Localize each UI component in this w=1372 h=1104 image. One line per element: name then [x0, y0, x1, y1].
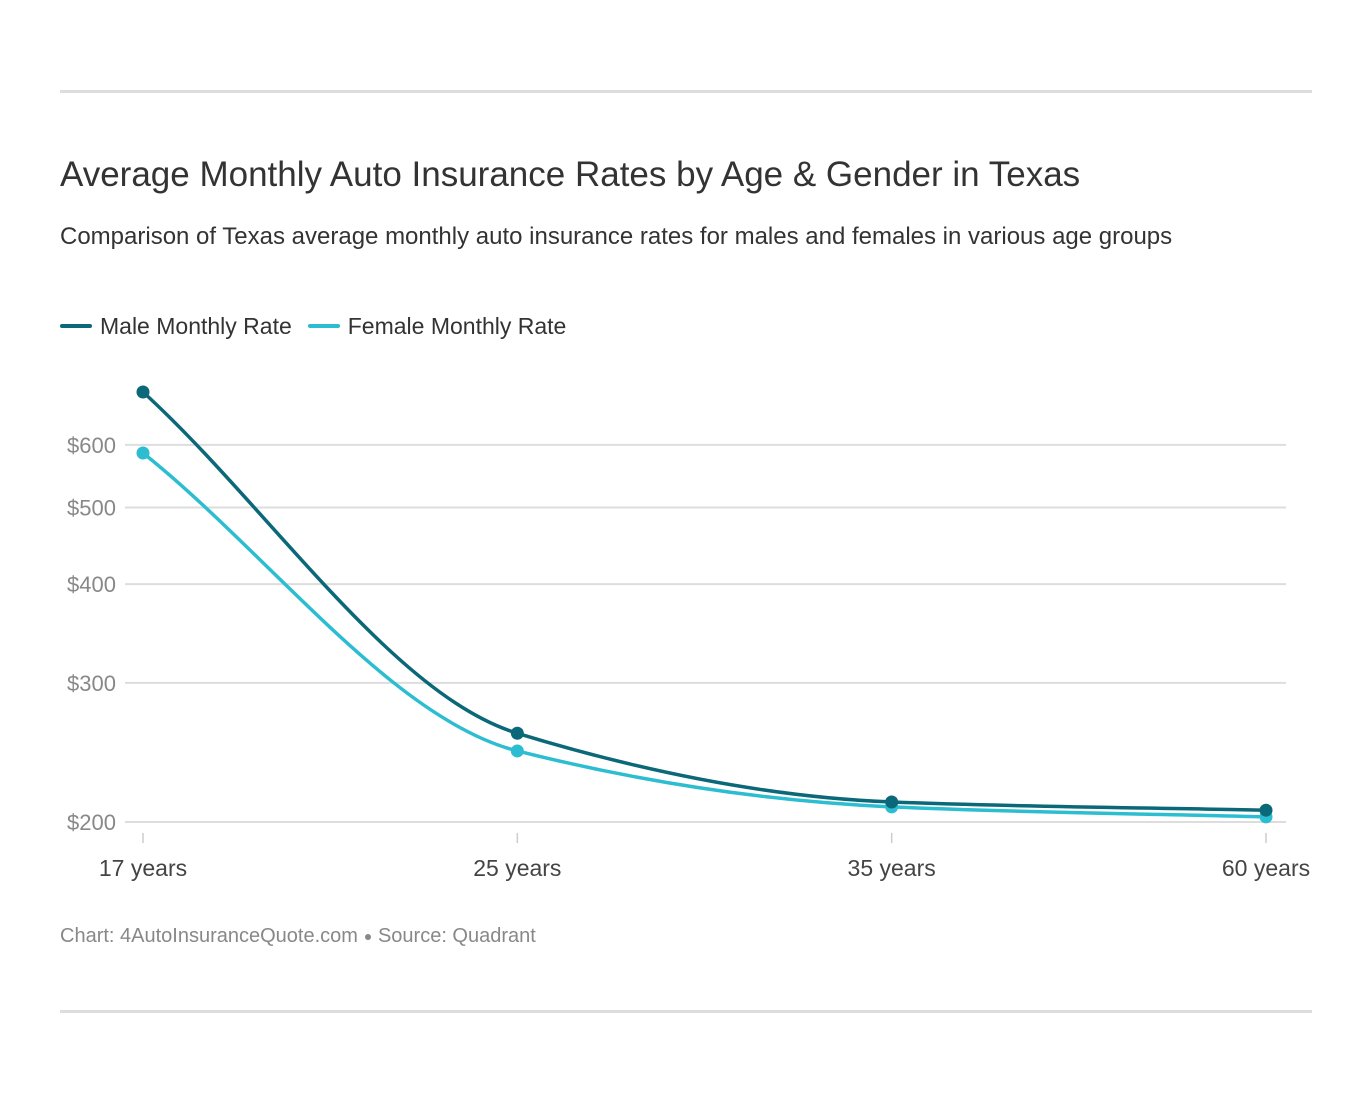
y-axis: $200 $300 $400 $500 $600 [67, 433, 116, 835]
chart-credit: Chart: 4AutoInsuranceQuote.com [60, 925, 358, 947]
legend-label-female: Female Monthly Rate [347, 312, 567, 339]
x-tick-label: 25 years [473, 855, 561, 881]
x-tick-label: 17 years [99, 855, 187, 881]
data-point-male[interactable] [1259, 803, 1273, 817]
bottom-divider [60, 1010, 1312, 1013]
data-point-female[interactable] [136, 446, 150, 460]
chart-title: Average Monthly Auto Insurance Rates by … [60, 155, 1081, 194]
legend-swatch-female [307, 324, 340, 328]
chart-source: Source: Quadrant [377, 925, 536, 947]
data-point-male[interactable] [136, 385, 150, 399]
chart-legend: Male Monthly Rate Female Monthly Rate [60, 311, 582, 341]
legend-item-male[interactable]: Male Monthly Rate [60, 313, 292, 340]
legend-swatch-male [60, 324, 92, 328]
separator-dot-icon [364, 933, 371, 940]
x-tick-label: 60 years [1222, 855, 1310, 881]
y-tick-label: $200 [67, 810, 116, 835]
gridlines [125, 443, 1286, 823]
y-tick-label: $500 [67, 495, 116, 520]
y-tick-label: $600 [67, 433, 116, 458]
legend-item-female[interactable]: Female Monthly Rate [307, 312, 567, 340]
legend-label-male: Male Monthly Rate [100, 312, 292, 339]
data-point-male[interactable] [510, 726, 524, 740]
data-point-female[interactable] [510, 744, 524, 758]
y-tick-label: $400 [67, 572, 116, 597]
chart-subtitle: Comparison of Texas average monthly auto… [60, 223, 1173, 250]
x-tick-label: 35 years [848, 855, 936, 881]
data-point-male[interactable] [885, 795, 899, 809]
y-tick-label: $300 [67, 671, 116, 696]
top-divider [60, 90, 1312, 93]
series [136, 385, 1273, 824]
x-axis: 17 years 25 years 35 years 60 years [99, 833, 1310, 881]
series-line-female [141, 451, 1268, 819]
chart-footer: Chart: 4AutoInsuranceQuote.com Source: Qu… [60, 923, 536, 949]
series-line-male [141, 390, 1268, 812]
